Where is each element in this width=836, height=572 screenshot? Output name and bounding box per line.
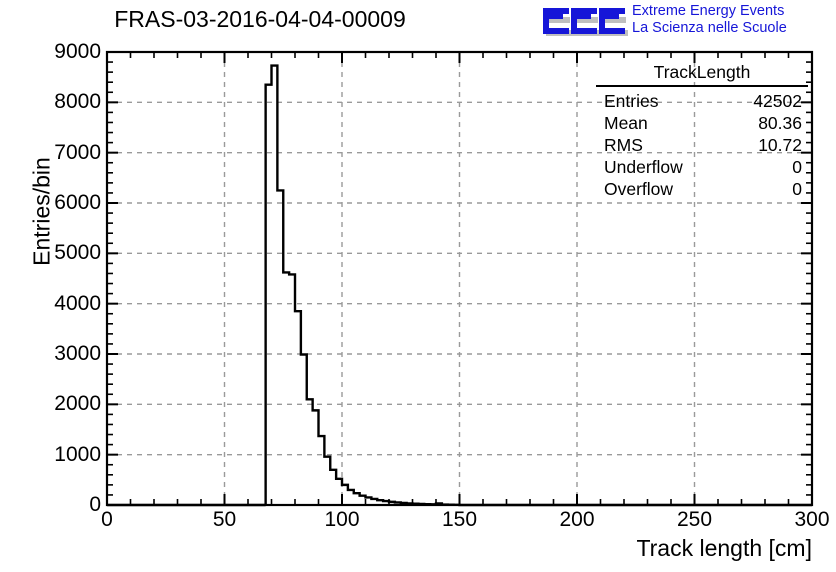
y-tick-labels: 0 1000 2000 3000 4000 5000 6000 7000 8000 9000 [0, 0, 101, 572]
stats-key: Overflow [604, 179, 674, 199]
y-tick-label: 1000 [54, 442, 101, 466]
stats-row: Mean 80.36 [596, 112, 808, 134]
y-tick-label: 7000 [54, 140, 101, 164]
stats-key: Mean [604, 113, 648, 133]
stats-row: Entries 42502 [596, 90, 808, 112]
x-tick-label: 100 [324, 508, 360, 531]
x-tick-label: 200 [559, 508, 595, 531]
x-axis-title: Track length [cm] [636, 535, 812, 561]
eee-logo-line2: La Scienza nelle Scuole [632, 20, 787, 36]
x-tick-label: 300 [794, 508, 830, 531]
y-tick-label: 0 [89, 493, 101, 516]
stats-key: RMS [604, 135, 643, 155]
stats-value: 10.72 [758, 135, 802, 155]
stats-value: 80.36 [758, 113, 802, 133]
y-tick-label: 6000 [54, 191, 101, 214]
grid-lines [107, 52, 812, 505]
stats-key: Underflow [604, 157, 683, 177]
y-tick-label: 3000 [54, 342, 101, 365]
stats-value: 0 [792, 179, 802, 199]
eee-logo-line1: Extreme Energy Events [632, 3, 785, 19]
x-tick-label: 0 [101, 508, 113, 531]
y-tick-label: 9000 [54, 40, 101, 63]
stats-box: TrackLength Entries 42502 Mean 80.36 RMS 10.7… [596, 62, 808, 200]
stats-key: Entries [604, 91, 659, 111]
stats-divider [596, 85, 808, 87]
stats-value: 0 [792, 157, 802, 177]
y-tick-label: 4000 [54, 291, 101, 315]
stats-rows: Entries 42502 Mean 80.36 RMS 10.72 Underflow 0 O… [596, 90, 808, 200]
eee-logo-mark [543, 8, 628, 36]
y-tick-label: 2000 [54, 392, 101, 416]
eee-logo-text: Extreme Energy Events La Scienza nelle S… [632, 3, 787, 37]
x-tick-label: 150 [441, 508, 478, 531]
y-tick-label: 5000 [54, 241, 101, 265]
axis-ticks [106, 51, 813, 506]
x-tick-label: 250 [676, 508, 713, 531]
stats-title: TrackLength [653, 62, 751, 82]
stats-value: 42502 [753, 91, 802, 111]
page-title: FRAS-03-2016-04-04-00009 [114, 6, 406, 32]
stats-row: Overflow 0 [596, 178, 808, 200]
stats-row: RMS 10.72 [596, 134, 808, 156]
stats-row: Underflow 0 [596, 156, 808, 178]
y-tick-label: 8000 [54, 90, 101, 114]
x-tick-label: 50 [212, 508, 237, 531]
eee-logo: Extreme Energy Events La Scienza nelle S… [540, 2, 836, 42]
